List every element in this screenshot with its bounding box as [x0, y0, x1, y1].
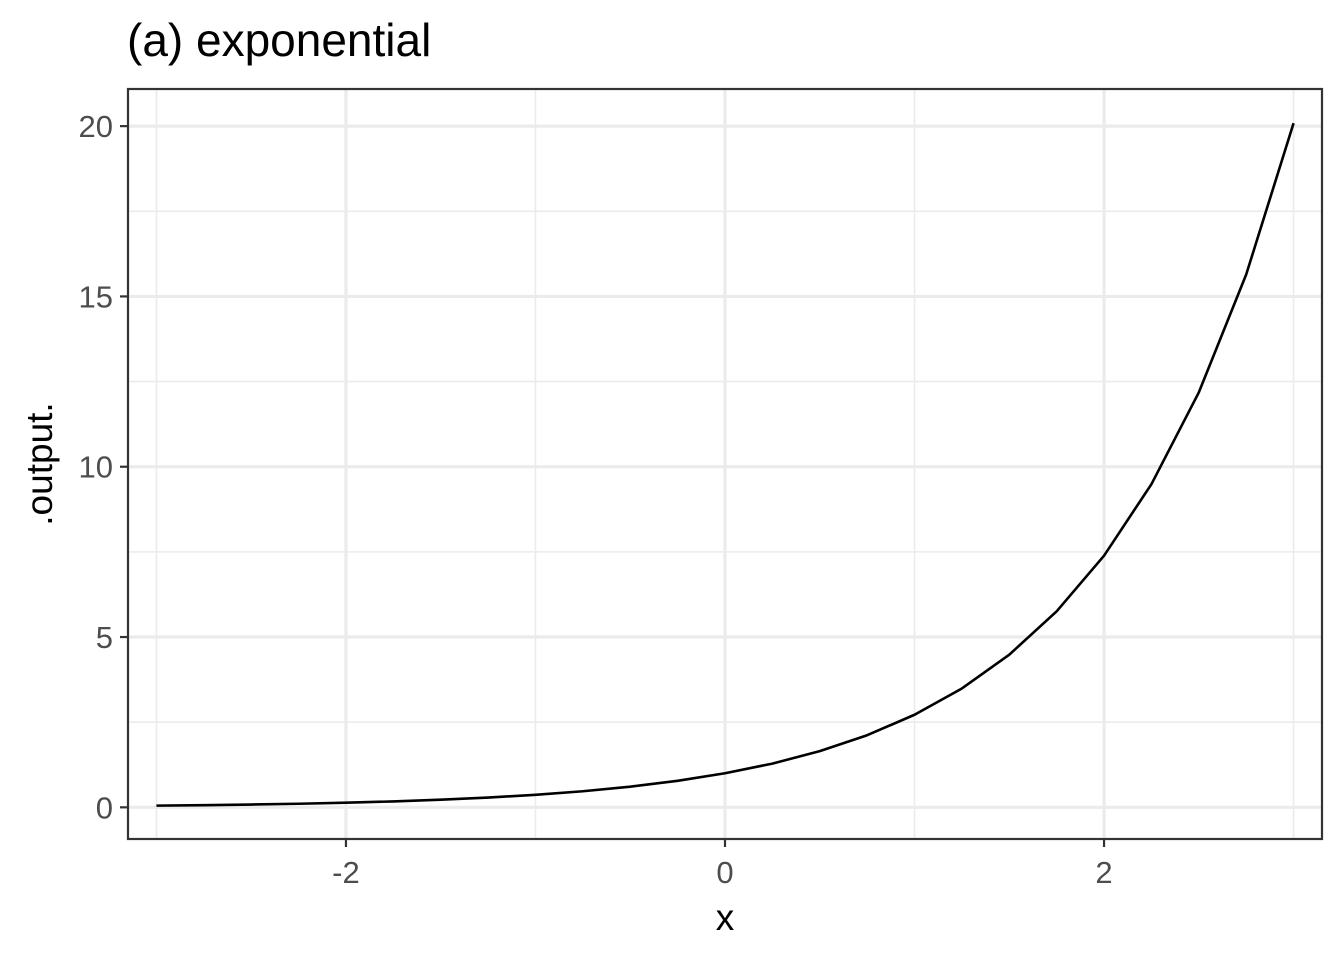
grid: [128, 89, 1322, 839]
y-axis-title: .output.: [19, 402, 60, 525]
series-line-0: [156, 122, 1295, 807]
x-tick-label: 2: [1095, 855, 1112, 890]
x-axis: -2 0 2: [332, 839, 1113, 890]
y-tick-label: 15: [79, 279, 113, 314]
y-tick-label: 0: [96, 790, 113, 825]
chart-title: (a) exponential: [127, 14, 431, 66]
x-tick-label: -2: [332, 855, 360, 890]
y-tick-label: 20: [79, 109, 113, 144]
y-axis: 0 5 10 15 20: [79, 109, 128, 825]
y-tick-label: 5: [96, 620, 113, 655]
x-tick-label: 0: [716, 855, 733, 890]
y-tick-label: 10: [79, 450, 113, 485]
x-axis-title: x: [716, 897, 735, 938]
series-layer: [156, 122, 1295, 807]
